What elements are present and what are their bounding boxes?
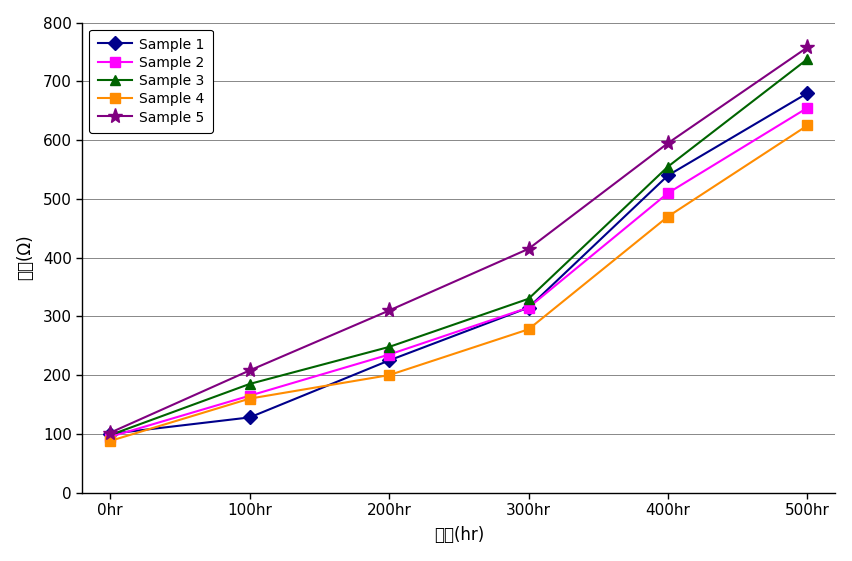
Sample 4 [384,372,394,379]
Sample 5 [523,246,533,252]
Sample 5 [663,140,673,146]
Y-axis label: 저항(Ω): 저항(Ω) [17,235,35,280]
Sample 5 [384,307,394,314]
Sample 1 [105,430,115,437]
Sample 3 [105,431,115,438]
Sample 4 [663,213,673,220]
Sample 5 [803,44,813,50]
Sample 2 [523,304,533,311]
Sample 5 [245,367,255,374]
Sample 3 [523,296,533,302]
Sample 2 [105,434,115,440]
Sample 3 [245,380,255,387]
Sample 2 [663,190,673,196]
Sample 1 [803,90,813,96]
Sample 1 [384,357,394,364]
Sample 5 [105,429,115,436]
Line: Sample 4: Sample 4 [106,121,812,446]
X-axis label: 시간(hr): 시간(hr) [434,526,484,544]
Sample 4 [105,438,115,444]
Legend: Sample 1, Sample 2, Sample 3, Sample 4, Sample 5: Sample 1, Sample 2, Sample 3, Sample 4, … [89,30,213,133]
Sample 1 [245,414,255,421]
Line: Sample 3: Sample 3 [106,54,812,440]
Sample 4 [245,396,255,402]
Sample 3 [384,343,394,350]
Sample 4 [523,326,533,333]
Sample 4 [803,122,813,129]
Line: Sample 2: Sample 2 [106,103,812,442]
Sample 3 [803,56,813,62]
Sample 1 [523,304,533,311]
Line: Sample 5: Sample 5 [102,40,815,440]
Sample 2 [245,392,255,399]
Sample 3 [663,163,673,170]
Sample 2 [384,351,394,358]
Sample 2 [803,104,813,111]
Sample 1 [663,172,673,179]
Line: Sample 1: Sample 1 [106,88,812,439]
